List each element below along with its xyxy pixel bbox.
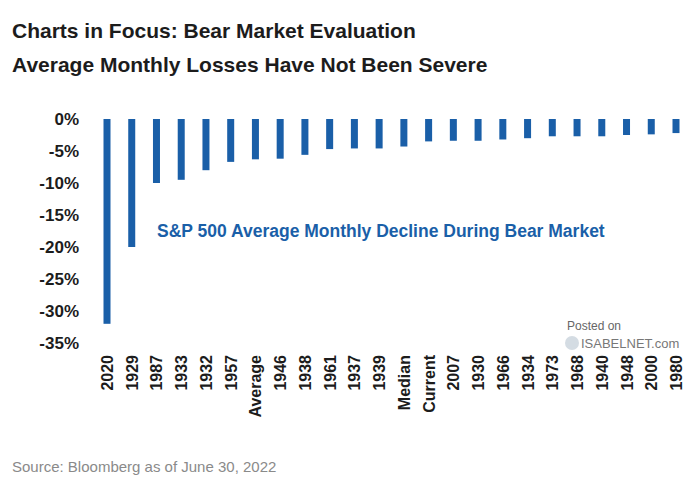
bar bbox=[178, 119, 185, 180]
chart-container: Charts in Focus: Bear Market Evaluation A… bbox=[0, 0, 700, 490]
x-tick-label: 1930 bbox=[470, 355, 487, 391]
title: Charts in Focus: Bear Market Evaluation bbox=[12, 19, 416, 42]
bar bbox=[376, 119, 383, 148]
bar bbox=[104, 119, 111, 324]
bars bbox=[104, 119, 680, 324]
bar bbox=[475, 119, 482, 141]
x-tick-label: 1937 bbox=[346, 355, 363, 391]
subtitle: Average Monthly Losses Have Not Been Sev… bbox=[12, 53, 487, 76]
bar bbox=[326, 119, 333, 149]
x-tick-label: 1973 bbox=[544, 355, 561, 391]
bar bbox=[648, 119, 655, 134]
x-axis: 2020 1929 1987 1933 1932 1957 Average 1946 1938 1… bbox=[99, 354, 685, 417]
watermark-icon bbox=[565, 336, 579, 350]
x-tick-label: 1933 bbox=[173, 355, 190, 391]
bar bbox=[623, 119, 630, 135]
bar bbox=[450, 119, 457, 141]
x-tick-label: 1932 bbox=[198, 355, 215, 391]
bar bbox=[202, 119, 209, 170]
bar bbox=[549, 119, 556, 136]
bar bbox=[277, 119, 284, 159]
watermark: Posted on bbox=[567, 319, 621, 333]
x-tick-label: 1940 bbox=[594, 355, 611, 391]
y-tick-label: -15% bbox=[39, 206, 79, 225]
x-tick-label: 2000 bbox=[643, 355, 660, 391]
x-tick-label: 1980 bbox=[668, 355, 685, 391]
bar bbox=[499, 119, 506, 139]
x-tick-label: 2007 bbox=[445, 355, 462, 391]
series-label: S&P 500 Average Monthly Decline During B… bbox=[157, 221, 605, 241]
x-tick-label: 1987 bbox=[148, 355, 165, 391]
bar bbox=[252, 119, 259, 159]
x-tick-label: Median bbox=[396, 355, 413, 410]
x-tick-label: 1948 bbox=[619, 355, 636, 391]
bar bbox=[524, 119, 531, 138]
x-tick-label: 1938 bbox=[297, 355, 314, 391]
x-tick-label: Average bbox=[247, 355, 264, 418]
y-tick-label: -25% bbox=[39, 270, 79, 289]
x-tick-label: 1957 bbox=[223, 355, 240, 391]
y-tick-label: -30% bbox=[39, 302, 79, 321]
x-tick-label: 2020 bbox=[99, 355, 116, 391]
x-tick-label: 1961 bbox=[322, 355, 339, 391]
x-tick-label: 1968 bbox=[569, 355, 586, 391]
y-tick-label: -35% bbox=[39, 334, 79, 353]
bar bbox=[128, 119, 135, 247]
x-tick-label: 1929 bbox=[124, 355, 141, 391]
source: Source: Bloomberg as of June 30, 2022 bbox=[12, 458, 276, 475]
watermark: ISABELNET.com bbox=[581, 336, 679, 351]
bar bbox=[574, 119, 581, 136]
x-tick-label: 1966 bbox=[495, 355, 512, 391]
x-tick-label: 1939 bbox=[371, 355, 388, 391]
x-tick-label: 1934 bbox=[520, 355, 537, 391]
bar bbox=[153, 119, 160, 183]
bar bbox=[227, 119, 234, 162]
bar bbox=[425, 119, 432, 141]
y-tick-label: -5% bbox=[49, 142, 79, 161]
bar bbox=[351, 119, 358, 148]
y-tick-label: -10% bbox=[39, 174, 79, 193]
y-tick-label: 0% bbox=[54, 110, 79, 129]
bar bbox=[673, 119, 680, 133]
y-axis: 0% -5% -10% -15% -20% -25% -30% -35% bbox=[39, 110, 79, 353]
chart-svg: Charts in Focus: Bear Market Evaluation A… bbox=[0, 0, 700, 490]
x-tick-label: Current bbox=[421, 354, 438, 412]
bar bbox=[301, 119, 308, 155]
x-tick-label: 1946 bbox=[272, 355, 289, 391]
y-tick-label: -20% bbox=[39, 238, 79, 257]
bar bbox=[598, 119, 605, 136]
bar bbox=[400, 119, 407, 147]
